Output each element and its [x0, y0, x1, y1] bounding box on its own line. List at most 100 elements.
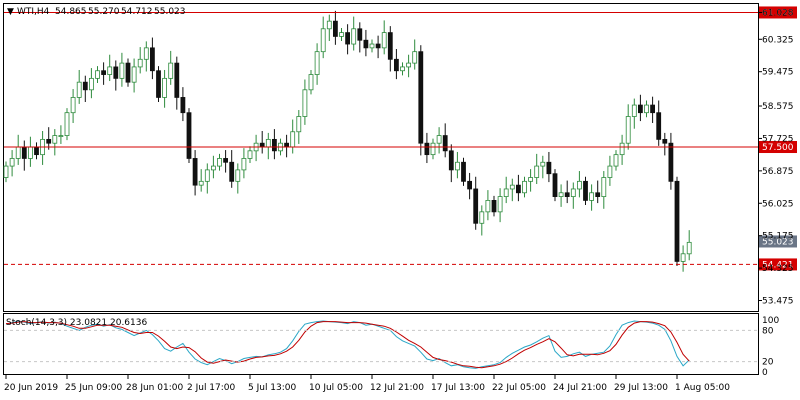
candle-body — [375, 43, 381, 49]
level-label-bg — [759, 141, 797, 154]
time-tick-label: 1 Aug 05:00 — [675, 383, 730, 393]
price-tick-label: 58.575 — [762, 102, 794, 112]
candle-body — [534, 165, 540, 178]
candle-body — [186, 112, 192, 159]
current-price-label: 55.023 — [762, 237, 794, 247]
candle-body — [454, 161, 460, 171]
candle-body — [21, 146, 27, 159]
candle-body — [192, 158, 198, 186]
candle-body — [107, 66, 113, 75]
candle-body — [442, 135, 448, 152]
candle-body — [168, 62, 174, 79]
candle-body — [326, 20, 332, 30]
candles-layer — [3, 10, 692, 272]
stoch-signal-line — [5, 321, 690, 369]
candle-body — [143, 47, 149, 60]
candle-body — [101, 70, 106, 75]
candle-body — [680, 253, 686, 262]
candle-body — [162, 77, 168, 98]
price-tick-label: 53.475 — [762, 297, 794, 307]
price-tick-label: 57.725 — [762, 134, 794, 144]
candle-body — [400, 66, 405, 72]
candle-body — [290, 131, 296, 148]
candle-body — [247, 150, 253, 159]
level-label: 61.028 — [762, 8, 794, 18]
level-label: 57.500 — [762, 143, 794, 153]
time-tick-label: 29 Jul 13:00 — [614, 383, 668, 393]
candle-body — [467, 180, 473, 190]
candle-body — [668, 142, 674, 182]
candle-body — [607, 165, 613, 178]
candle-body — [27, 146, 33, 159]
candle-body — [516, 184, 521, 194]
candle-body — [198, 180, 204, 186]
candle-body — [528, 177, 533, 182]
candle-body — [210, 165, 216, 171]
candle-body — [546, 161, 552, 175]
candle-body — [3, 165, 9, 178]
candle-body — [156, 70, 161, 98]
time-tick-label: 17 Jul 13:00 — [431, 383, 485, 393]
stochastic-layer — [5, 320, 690, 369]
ohlc-high: 55.270 — [88, 7, 120, 17]
candle-body — [113, 66, 119, 79]
candle-body — [308, 74, 314, 91]
candle-body — [387, 32, 393, 60]
candle-body — [119, 62, 125, 79]
candle-body — [64, 112, 70, 136]
candle-body — [174, 62, 180, 98]
candle-body — [619, 142, 625, 156]
candle-body — [351, 28, 357, 45]
candle-body — [241, 158, 247, 171]
candle-body — [613, 154, 619, 167]
candle-body — [180, 97, 186, 114]
candle-body — [265, 138, 271, 148]
candle-body — [479, 211, 485, 224]
symbol-label: WTI,H4 — [17, 7, 50, 17]
candle-body — [217, 158, 222, 167]
candle-body — [369, 43, 375, 49]
candle-body — [314, 51, 320, 75]
price-tick-label: 59.475 — [762, 68, 794, 78]
candle-body — [46, 138, 52, 144]
candle-body — [503, 188, 509, 197]
time-axis: 20 Jun 2019 25 Jun 09:00 28 Jun 01:00 2 Jul… — [4, 375, 730, 393]
candle-body — [137, 58, 143, 68]
time-tick-label: 25 Jun 09:00 — [65, 383, 122, 393]
candle-body — [15, 146, 21, 159]
price-tick-label: 55.175 — [762, 232, 794, 242]
candle-body — [461, 161, 466, 182]
candle-body — [125, 62, 131, 83]
candle-body — [552, 173, 558, 197]
candle-body — [485, 200, 491, 213]
candle-body — [497, 196, 503, 213]
candle-body — [570, 188, 576, 197]
time-tick-label: 10 Jul 05:00 — [309, 383, 363, 393]
level-label-bg — [759, 258, 797, 271]
time-tick-label: 24 Jul 21:00 — [553, 383, 607, 393]
candle-body — [70, 97, 76, 114]
time-tick-label: 28 Jun 01:00 — [126, 383, 183, 393]
price-plot-frame — [3, 3, 759, 312]
candle-body — [357, 28, 363, 41]
stoch-tick-label: 0 — [762, 368, 768, 378]
price-tick-label: 56.025 — [762, 199, 794, 209]
candle-body — [259, 142, 265, 148]
candle-body — [89, 77, 94, 91]
candle-body — [204, 169, 210, 182]
time-tick-label: 20 Jun 2019 — [4, 383, 58, 393]
time-tick-label: 12 Jul 21:00 — [370, 383, 424, 393]
candle-body — [9, 158, 15, 167]
candle-body — [589, 192, 594, 201]
candle-body — [558, 192, 564, 197]
candle-body — [34, 146, 39, 156]
dropdown-arrow-icon[interactable]: ▼ — [7, 7, 14, 17]
candle-body — [631, 104, 637, 117]
candle-body — [577, 180, 582, 190]
price-tick-label: 60.325 — [762, 35, 794, 45]
candle-body — [644, 104, 649, 114]
candle-body — [339, 32, 344, 37]
candle-body — [363, 39, 369, 49]
candle-body — [424, 142, 430, 156]
